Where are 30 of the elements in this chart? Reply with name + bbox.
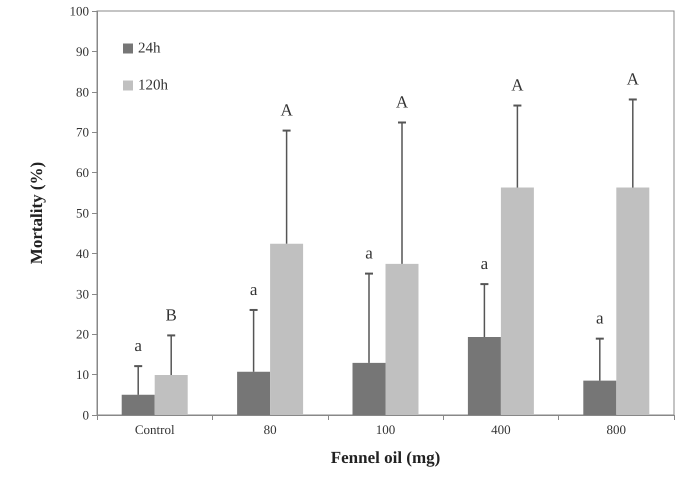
y-tick-label: 60 xyxy=(76,165,89,180)
y-tick-label: 100 xyxy=(70,4,89,18)
y-axis-title: Mortality (%) xyxy=(27,162,46,264)
annotation: A xyxy=(626,69,640,88)
annotation: A xyxy=(280,100,294,120)
x-tick-label: 400 xyxy=(491,422,511,437)
y-tick-label: 0 xyxy=(82,408,89,422)
y-tick-label: 70 xyxy=(76,124,89,140)
x-tick-label: Control xyxy=(134,422,175,437)
annotation: a xyxy=(596,308,604,328)
x-axis-title: Fennel oil (mg) xyxy=(330,448,440,467)
y-tick-label: 30 xyxy=(76,286,89,302)
annotation: a xyxy=(134,336,142,356)
annotation: A xyxy=(511,76,524,95)
x-tick-label: 800 xyxy=(606,422,626,437)
y-tick-label: 40 xyxy=(76,246,89,261)
annotation: A xyxy=(396,92,409,112)
y-tick-label: 50 xyxy=(76,206,89,220)
annotation: a xyxy=(480,254,489,274)
y-tick-label: 20 xyxy=(76,326,89,342)
annotation: B xyxy=(166,305,177,324)
legend-label: 24h xyxy=(138,40,161,56)
annotation: a xyxy=(250,280,258,299)
y-tick-label: 10 xyxy=(76,367,89,382)
legend-label: 120h xyxy=(138,78,168,94)
x-tick-label: 80 xyxy=(264,422,277,437)
y-tick-label: 90 xyxy=(76,44,89,59)
y-tick-label: 80 xyxy=(76,84,89,100)
x-tick-label: 100 xyxy=(376,422,396,437)
annotation: a xyxy=(365,244,374,263)
